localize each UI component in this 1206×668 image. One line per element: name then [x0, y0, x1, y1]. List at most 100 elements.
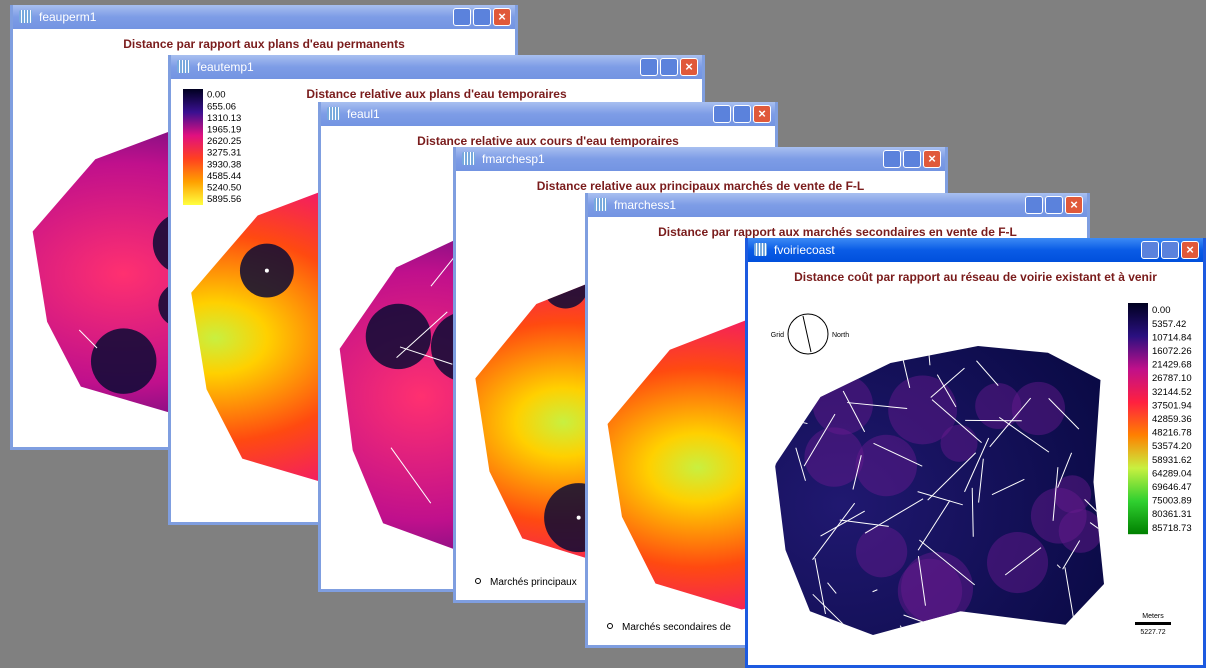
- scale-unit: Meters: [1142, 613, 1164, 620]
- map-title: Distance relative aux cours d'eau tempor…: [417, 134, 679, 148]
- note-marker: [607, 623, 613, 629]
- network-line: [399, 346, 453, 365]
- network-line: [971, 487, 974, 537]
- distance-zone: [855, 526, 908, 578]
- network-line: [901, 311, 903, 342]
- map-title: Distance relative aux principaux marchés…: [536, 179, 865, 193]
- network-line: [998, 416, 1050, 453]
- window-title: fmarchesp1: [482, 152, 545, 166]
- legend-label: 1310.13: [207, 113, 241, 124]
- legend-label: 26787.10: [1152, 373, 1192, 384]
- distance-zone: [975, 382, 1022, 429]
- window-icon: [327, 107, 340, 120]
- legend-label: 1965.19: [207, 125, 241, 136]
- distance-zone: [1030, 487, 1087, 544]
- map-features: [748, 311, 1104, 635]
- legend-label: 0.00: [1152, 305, 1171, 316]
- window-title: fvoiriecoast: [774, 243, 835, 257]
- close-button[interactable]: ×: [923, 150, 941, 168]
- close-button[interactable]: ×: [493, 8, 511, 26]
- min-button[interactable]: [713, 105, 731, 123]
- network-line: [329, 473, 335, 502]
- market-point: [563, 283, 568, 288]
- min-button[interactable]: [1025, 196, 1043, 214]
- network-line: [847, 402, 908, 409]
- distance-zone: [1058, 509, 1103, 553]
- distance-zone: [855, 434, 918, 497]
- network-line: [842, 390, 866, 433]
- network-line: [826, 346, 868, 373]
- distance-zone: [1053, 475, 1092, 514]
- map-title: Distance par rapport aux plans d'eau per…: [123, 37, 405, 51]
- network-line: [917, 500, 951, 551]
- network-line: [1056, 564, 1061, 569]
- close-button[interactable]: ×: [753, 105, 771, 123]
- market-point: [576, 515, 581, 520]
- min-button[interactable]: [453, 8, 471, 26]
- max-button[interactable]: [903, 150, 921, 168]
- network-line: [1004, 547, 1042, 576]
- network-line: [78, 329, 98, 349]
- network-line: [1057, 452, 1073, 488]
- network-line: [864, 498, 924, 534]
- title-bar: fmarchesp1 ×: [456, 147, 945, 171]
- distance-zone: [542, 263, 589, 309]
- close-button[interactable]: ×: [1065, 196, 1083, 214]
- network-line: [1063, 634, 1079, 635]
- map-title: Distance relative aux plans d'eau tempor…: [306, 87, 567, 101]
- window-title: feautemp1: [197, 60, 254, 74]
- network-line: [899, 625, 932, 635]
- network-line: [748, 374, 773, 395]
- window-icon: [754, 243, 767, 256]
- network-line: [795, 447, 806, 481]
- network-line: [1052, 467, 1059, 521]
- min-button[interactable]: [640, 58, 658, 76]
- window-icon: [19, 10, 32, 23]
- distance-zone: [940, 424, 978, 462]
- legend-label: 3930.38: [207, 159, 241, 170]
- network-line: [366, 206, 372, 215]
- network-line: [390, 447, 432, 504]
- legend-label: 10714.84: [1152, 332, 1192, 343]
- close-button[interactable]: ×: [1181, 241, 1199, 259]
- network-line: [820, 634, 853, 635]
- note-marker: [475, 578, 481, 584]
- legend-label: 85718.73: [1152, 523, 1192, 534]
- network-line: [775, 412, 808, 425]
- compass-label: Grid: [771, 332, 784, 339]
- max-button[interactable]: [660, 58, 678, 76]
- max-button[interactable]: [733, 105, 751, 123]
- network-line: [803, 413, 836, 467]
- max-button[interactable]: [473, 8, 491, 26]
- map-title: Distance par rapport aux marchés seconda…: [658, 225, 1017, 239]
- legend-label: 75003.89: [1152, 496, 1192, 507]
- title-bar: feautemp1 ×: [171, 55, 702, 79]
- title-bar: feaul1 ×: [321, 102, 775, 126]
- close-button[interactable]: ×: [680, 58, 698, 76]
- network-line: [763, 418, 768, 478]
- legend-label: 5240.50: [207, 183, 241, 194]
- network-line: [873, 442, 923, 467]
- network-line: [978, 458, 984, 503]
- legend-label: 4585.44: [207, 171, 241, 182]
- network-line: [827, 582, 837, 594]
- network-line: [930, 367, 965, 398]
- network-line: [991, 478, 1025, 496]
- network-line: [812, 593, 872, 635]
- window-title: feaul1: [347, 107, 380, 121]
- min-button[interactable]: [1141, 241, 1159, 259]
- legend-label: 42859.36: [1152, 414, 1192, 425]
- min-button[interactable]: [883, 150, 901, 168]
- distance-zone: [365, 303, 432, 370]
- legend-label: 80361.31: [1152, 509, 1192, 520]
- network-line: [976, 360, 999, 386]
- network-line: [931, 399, 982, 444]
- legend-label: 69646.47: [1152, 482, 1192, 493]
- scale-bar: [1135, 622, 1171, 625]
- network-line: [775, 364, 790, 418]
- distance-zone: [90, 328, 157, 394]
- max-button[interactable]: [1161, 241, 1179, 259]
- network-line: [919, 539, 975, 586]
- max-button[interactable]: [1045, 196, 1063, 214]
- distance-zone: [986, 531, 1049, 594]
